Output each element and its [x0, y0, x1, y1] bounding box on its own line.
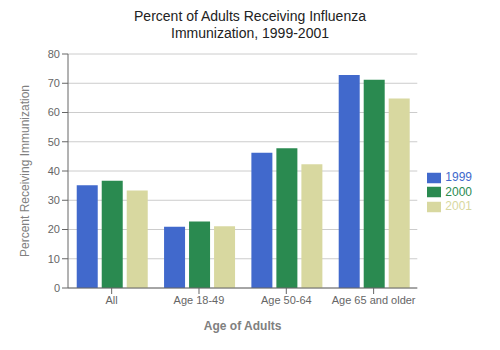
html-text:Immunization, 1999-2001: Immunization, 1999-2001	[171, 25, 329, 41]
svg-text:Percent Receiving Immunization: Percent Receiving Immunization	[18, 85, 32, 257]
html-text:2001: 2001	[445, 199, 472, 214]
svg-text:Age 65 and older: Age 65 and older	[332, 294, 416, 306]
svg-text:40: 40	[48, 165, 60, 177]
svg-text:30: 30	[48, 194, 60, 206]
svg-text:0: 0	[54, 282, 60, 294]
svg-text:Age 18-49: Age 18-49	[174, 294, 225, 306]
svg-text:Age 50-64: Age 50-64	[261, 294, 312, 306]
svg-text:20: 20	[48, 223, 60, 235]
html-text:Percent of Adults Receiving In: Percent of Adults Receiving Influenza	[134, 8, 366, 24]
svg-text:80: 80	[48, 48, 60, 60]
svg-text:Age of Adults: Age of Adults	[204, 319, 282, 333]
svg-text:50: 50	[48, 136, 60, 148]
html-text:1999: 1999	[445, 169, 472, 184]
svg-text:All: All	[106, 294, 118, 306]
svg-text:60: 60	[48, 106, 60, 118]
svg-text:10: 10	[48, 253, 60, 265]
svg-text:70: 70	[48, 77, 60, 89]
html-text:2000: 2000	[445, 184, 472, 199]
